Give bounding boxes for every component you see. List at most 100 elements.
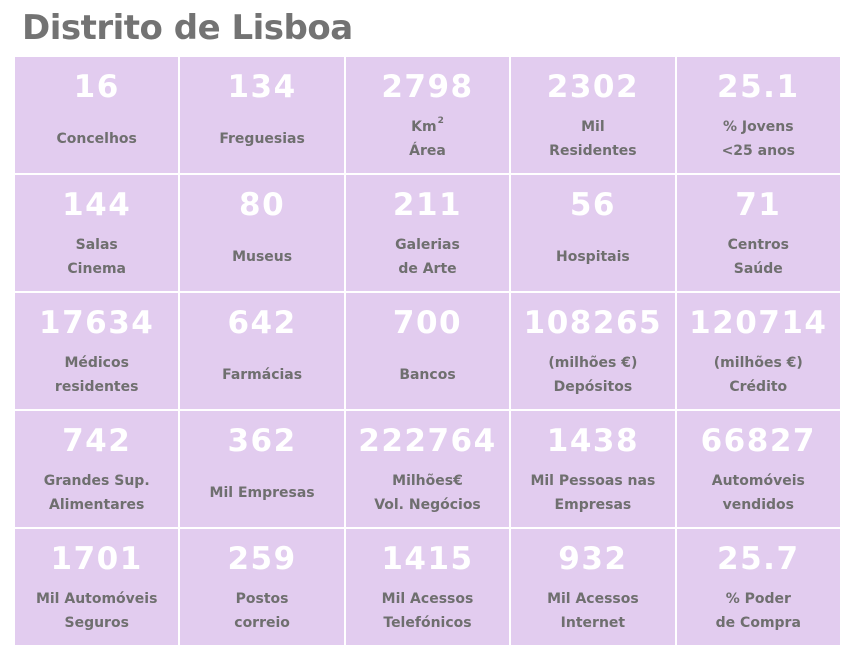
stat-label-line: Mil Pessoas nas xyxy=(530,469,655,493)
stat-label-text: Médicos xyxy=(64,355,129,371)
stat-label-line: Bancos xyxy=(399,363,455,387)
stat-label-line: Mil Acessos xyxy=(547,587,639,611)
stat-label-line: Postos xyxy=(236,587,289,611)
stat-cell: 1438 Mil Pessoas nas Empresas xyxy=(511,411,675,527)
stat-label-line: Mil xyxy=(581,115,605,139)
stat-label-text: Mil Pessoas nas xyxy=(530,473,656,489)
stat-label-line: % Jovens xyxy=(723,115,794,139)
stat-label-line: Freguesias xyxy=(219,127,304,151)
stat-cell: 362 Mil Empresas xyxy=(180,411,344,527)
stats-grid: 16 Concelhos 134 Freguesias 2798 Km2 Área 2302 M… xyxy=(15,57,840,645)
stat-label-line: de Compra xyxy=(716,611,801,635)
stat-value: 66827 xyxy=(700,423,816,459)
stat-cell: 17634 Médicos residentes xyxy=(15,293,179,409)
stat-label: Mil Automóveis Seguros xyxy=(15,585,178,637)
stat-label: Freguesias xyxy=(180,113,343,165)
stat-label-text: Milhões€ xyxy=(392,473,463,489)
stat-label-line: Vol. Negócios xyxy=(374,493,481,517)
stat-label-text: Telefónicos xyxy=(383,615,472,631)
stat-label-text: <25 anos xyxy=(721,143,796,159)
stat-cell: 56 Hospitais xyxy=(511,175,675,291)
stat-label-line: Depósitos xyxy=(554,375,633,399)
stat-cell: 25.7 % Poder de Compra xyxy=(676,529,840,645)
stat-label-line: Internet xyxy=(561,611,625,635)
stat-label-text: Automóveis xyxy=(711,473,805,489)
stat-cell: 144 Salas Cinema xyxy=(15,175,179,291)
stat-label-text: Empresas xyxy=(554,497,632,513)
stat-label: (milhões €) Depósitos xyxy=(511,349,674,401)
stat-value: 2798 xyxy=(381,69,474,105)
stat-label-line: Km2 xyxy=(411,115,444,139)
stat-label-line: Residentes xyxy=(549,139,636,163)
stat-cell: 108265 (milhões €) Depósitos xyxy=(511,293,675,409)
stat-value: 56 xyxy=(569,187,616,223)
stat-value: 742 xyxy=(62,423,132,459)
stat-label-text: Área xyxy=(409,143,446,159)
stat-label-text: Seguros xyxy=(64,615,129,631)
stat-label-text: Mil Acessos xyxy=(381,591,474,607)
stat-label-line: residentes xyxy=(55,375,139,399)
stat-label-line: correio xyxy=(234,611,290,635)
stat-label-text: residentes xyxy=(54,379,139,395)
stat-value: 120714 xyxy=(689,305,828,341)
stat-label-line: vendidos xyxy=(723,493,794,517)
stat-label-text: Grandes Sup. xyxy=(43,473,150,489)
stat-label: Grandes Sup. Alimentares xyxy=(15,467,178,519)
stat-label-line: Hospitais xyxy=(556,245,630,269)
stat-value: 71 xyxy=(735,187,782,223)
stat-label-line: Telefónicos xyxy=(383,611,471,635)
stat-label: Km2 Área xyxy=(346,113,509,165)
stat-label: Hospitais xyxy=(511,231,674,283)
stat-label: Postos correio xyxy=(180,585,343,637)
stat-label-text: Alimentares xyxy=(49,497,145,513)
stat-value: 1415 xyxy=(381,541,474,577)
stat-label-text: Saúde xyxy=(733,261,783,277)
stat-label-line: Milhões€ xyxy=(392,469,463,493)
stat-label-line: Centros xyxy=(728,233,789,257)
stat-cell: 16 Concelhos xyxy=(15,57,179,173)
stat-label-line: Grandes Sup. xyxy=(44,469,150,493)
stat-label: Mil Acessos Telefónicos xyxy=(346,585,509,637)
stat-cell: 1415 Mil Acessos Telefónicos xyxy=(345,529,510,645)
stat-label-line: Concelhos xyxy=(57,127,137,151)
stat-label-line: Crédito xyxy=(729,375,787,399)
stat-cell: 66827 Automóveis vendidos xyxy=(676,411,840,527)
stat-label-text: Mil Empresas xyxy=(209,485,315,501)
stat-label-line: Mil Empresas xyxy=(210,481,315,505)
stat-label-text: Salas xyxy=(75,237,118,253)
stat-value: 642 xyxy=(227,305,297,341)
stat-cell: 1701 Mil Automóveis Seguros xyxy=(15,529,179,645)
stat-value: 211 xyxy=(392,187,463,223)
stat-label-line: Cinema xyxy=(67,257,126,281)
stat-label-text: % Poder xyxy=(725,591,791,607)
stat-cell: 2798 Km2 Área xyxy=(345,57,510,173)
stat-label-line: Saúde xyxy=(734,257,783,281)
stat-label-line: (milhões €) xyxy=(548,351,637,375)
stat-cell: 120714 (milhões €) Crédito xyxy=(676,293,840,409)
stat-label-line: Médicos xyxy=(64,351,129,375)
stat-label-line: Alimentares xyxy=(49,493,144,517)
stat-label-text: Vol. Negócios xyxy=(374,497,481,513)
stat-label-text: Galerias xyxy=(395,237,460,253)
stat-label-text: (milhões €) xyxy=(713,355,803,371)
stat-label-line: Salas xyxy=(76,233,118,257)
stat-label: Milhões€ Vol. Negócios xyxy=(346,467,509,519)
stat-label-line: Seguros xyxy=(64,611,128,635)
stat-label-text: Museus xyxy=(232,249,293,265)
stat-label-text: Crédito xyxy=(729,379,788,395)
unit-superscript: 2 xyxy=(437,116,444,126)
stat-value: 222764 xyxy=(358,423,497,459)
stat-label: Centros Saúde xyxy=(677,231,840,283)
stat-label-line: Mil Acessos xyxy=(382,587,474,611)
stat-cell: 71 Centros Saúde xyxy=(676,175,840,291)
stat-value: 25.7 xyxy=(717,541,800,577)
stat-label-text: % Jovens xyxy=(722,119,794,135)
stat-value: 25.1 xyxy=(717,69,800,105)
stat-value: 144 xyxy=(62,187,132,223)
stat-value: 259 xyxy=(227,541,297,577)
stat-label-text: Centros xyxy=(727,237,789,253)
stat-label-line: Galerias xyxy=(395,233,460,257)
stat-label-text: Depósitos xyxy=(553,379,633,395)
stat-label: Mil Pessoas nas Empresas xyxy=(511,467,674,519)
stat-cell: 134 Freguesias xyxy=(180,57,344,173)
